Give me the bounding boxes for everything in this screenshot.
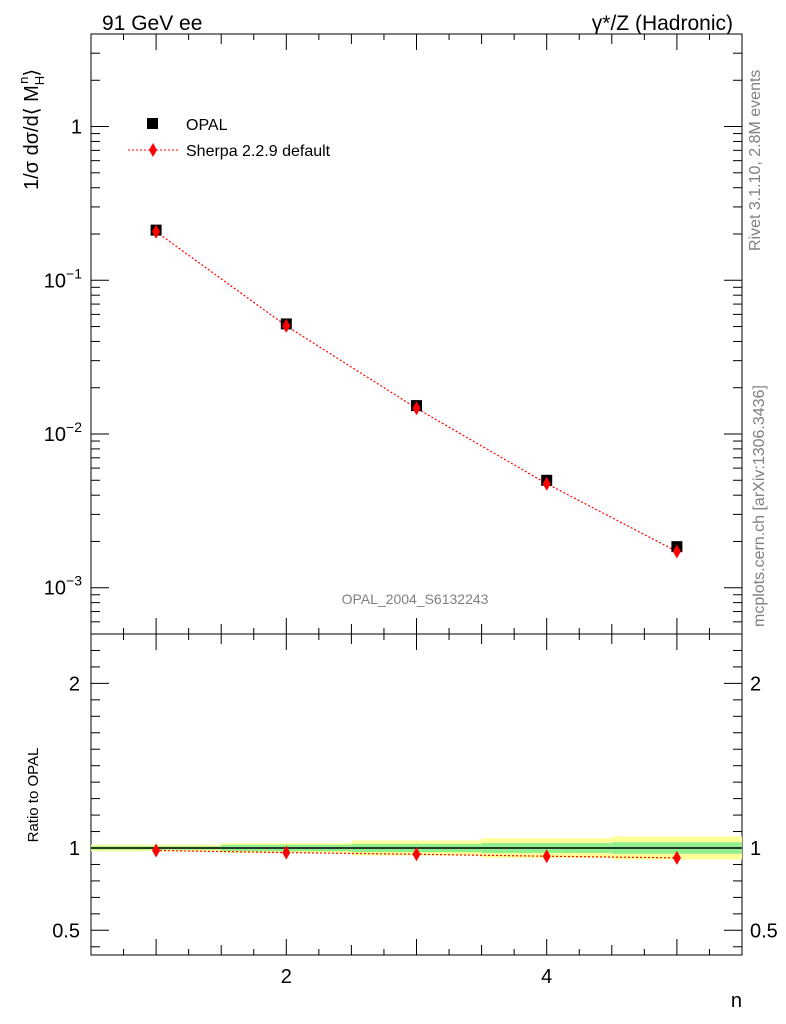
rivet-label: Rivet 3.1.10, 2.8M events [747, 70, 764, 251]
y-tick-label-right: 1 [750, 838, 761, 860]
header-right: γ*/Z (Hadronic) [592, 12, 733, 35]
y-axis-label-main: 1/σ dσ/d⟨ MHn⟩ [16, 69, 47, 190]
y-label-main-text: 1/σ dσ/d⟨ M [21, 85, 43, 190]
ratio-panel-frame [90, 633, 743, 956]
y-axis-label-ratio: Ratio to OPAL [25, 748, 42, 843]
main-axis-ticks: 10−3 10−2 10−1 1 [44, 33, 743, 635]
sherpa-point [542, 476, 551, 491]
sherpa-line [155, 231, 678, 553]
ratio-sherpa-point [152, 843, 161, 858]
sherpa-point [282, 318, 291, 333]
ratio-series-group [152, 843, 681, 865]
legend-mc-label: Sherpa 2.2.9 default [186, 143, 331, 160]
y-tick-label: 10−2 [44, 419, 82, 446]
legend-mc-marker [149, 143, 157, 157]
sherpa-point [152, 224, 161, 239]
y-label-main-sub: H [32, 76, 47, 85]
y-tick-label: 1 [71, 117, 82, 139]
y-tick-label: 1 [69, 838, 80, 860]
ratio-sherpa-point [672, 850, 681, 865]
y-tick-label: 2 [69, 673, 80, 695]
svg-text:1/σ dσ/d⟨ MHn⟩: 1/σ dσ/d⟨ MHn⟩ [16, 69, 47, 190]
header-left: 91 GeV ee [102, 12, 202, 35]
x-tick-label: 4 [541, 966, 552, 988]
ratio-sherpa-point [542, 849, 551, 864]
y-label-main-sup: n [16, 77, 31, 84]
main-series-group [150, 224, 683, 559]
ratio-sherpa-point [412, 847, 421, 862]
y-tick-label: 0.5 [52, 920, 80, 942]
x-tick-label: 2 [281, 966, 292, 988]
sherpa-point [412, 401, 421, 416]
ratio-axis-ticks: 2 4 0.5 0.5 1 1 2 2 [52, 633, 778, 988]
y-tick-label-right: 0.5 [750, 920, 778, 942]
y-tick-label: 10−1 [44, 265, 82, 292]
ratio-sherpa-point [282, 845, 291, 860]
legend: OPAL Sherpa 2.2.9 default [128, 117, 331, 160]
mcplots-label: mcplots.cern.ch [arXiv:1306.3436] [751, 385, 768, 627]
sherpa-point [672, 544, 681, 559]
y-tick-label-right: 2 [750, 673, 761, 695]
y-tick-label: 10−3 [44, 573, 82, 600]
x-axis-label: n [731, 990, 742, 1012]
y-label-main-close: ⟩ [21, 69, 43, 77]
legend-data-marker [147, 118, 158, 129]
legend-data-label: OPAL [186, 117, 228, 134]
watermark: OPAL_2004_S6132243 [342, 591, 489, 607]
